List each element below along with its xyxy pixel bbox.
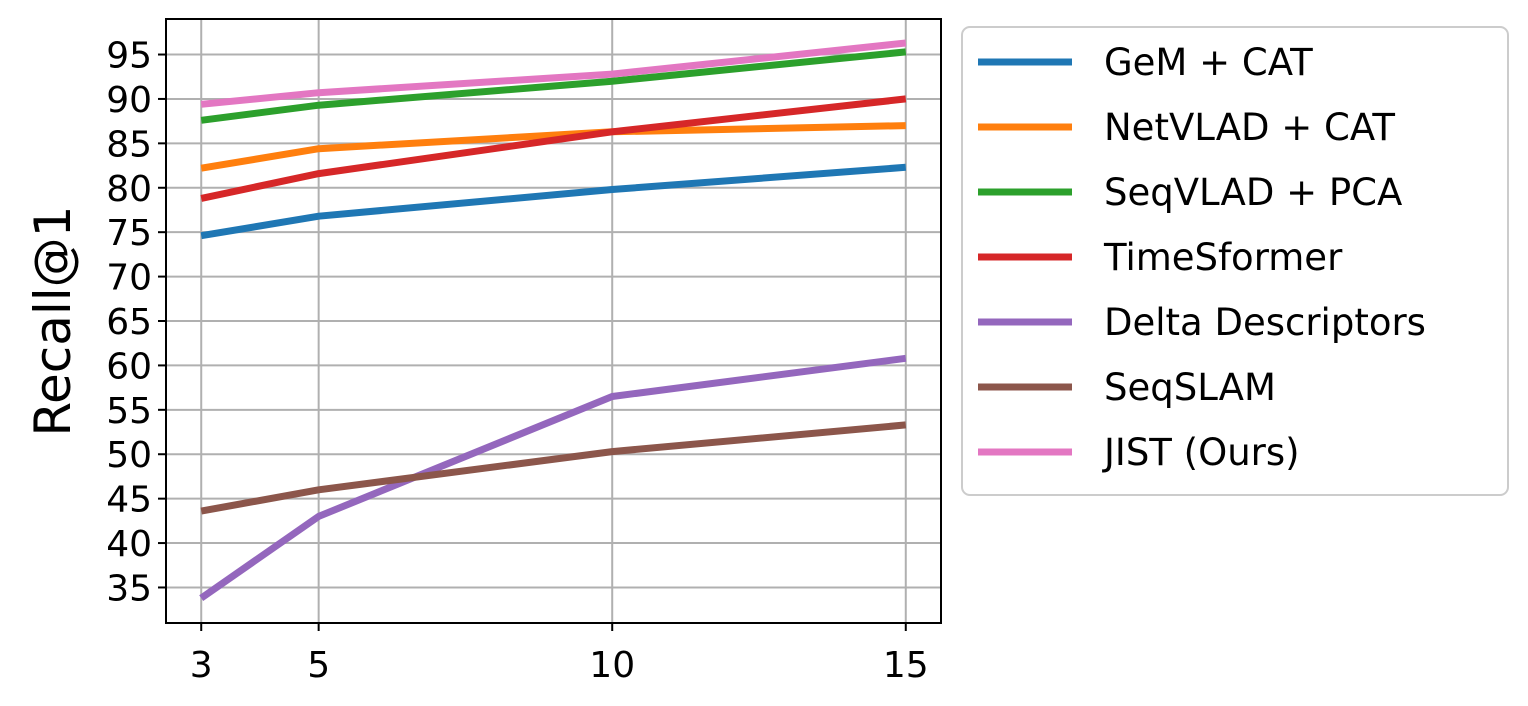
- series-line: [200, 421, 907, 515]
- legend-label: SeqVLAD + PCA: [1104, 171, 1402, 214]
- x-tick-label: 10: [589, 645, 635, 686]
- legend-label: NetVLAD + CAT: [1104, 106, 1395, 149]
- legend: GeM + CAT NetVLAD + CAT SeqVLAD + PCA TimeS…: [961, 26, 1509, 496]
- series-line: [200, 122, 906, 172]
- x-tick-label: 3: [190, 645, 213, 686]
- legend-label: TimeSformer: [1103, 236, 1343, 279]
- legend-label: SeqSLAM: [1104, 366, 1276, 409]
- legend-items: GeM + CAT NetVLAD + CAT SeqVLAD + PCA TimeS…: [978, 41, 1426, 474]
- y-tick-label: 95: [106, 36, 152, 77]
- y-tick-label: 60: [106, 346, 152, 387]
- series-line: [200, 48, 907, 124]
- series-line: [200, 39, 907, 108]
- y-tick-label: 75: [106, 213, 152, 254]
- y-tick-label: 65: [106, 302, 152, 343]
- y-tick-label: 50: [106, 435, 152, 476]
- x-tick-label: 5: [307, 645, 330, 686]
- x-tick-label: 15: [883, 645, 929, 686]
- y-tick-label: 85: [106, 124, 152, 165]
- y-tick-label: 45: [106, 480, 152, 521]
- y-axis-label: Recall@1: [24, 206, 82, 437]
- series-line: [199, 354, 907, 601]
- series-line: [200, 95, 907, 202]
- legend-label: JIST (Ours): [1102, 431, 1300, 474]
- y-tick-label: 55: [106, 391, 152, 432]
- y-tick-label: 70: [106, 258, 152, 299]
- x-axis-ticks: 3 5 10 15: [190, 623, 929, 686]
- y-tick-label: 90: [106, 80, 152, 121]
- y-tick-label: 40: [106, 524, 152, 565]
- y-tick-label: 35: [106, 568, 152, 609]
- legend-label: Delta Descriptors: [1104, 301, 1426, 344]
- legend-label: GeM + CAT: [1104, 41, 1313, 84]
- legend-frame: [961, 26, 1509, 496]
- series-lines: [199, 39, 907, 601]
- y-tick-label: 80: [106, 169, 152, 210]
- series-line: [200, 163, 907, 240]
